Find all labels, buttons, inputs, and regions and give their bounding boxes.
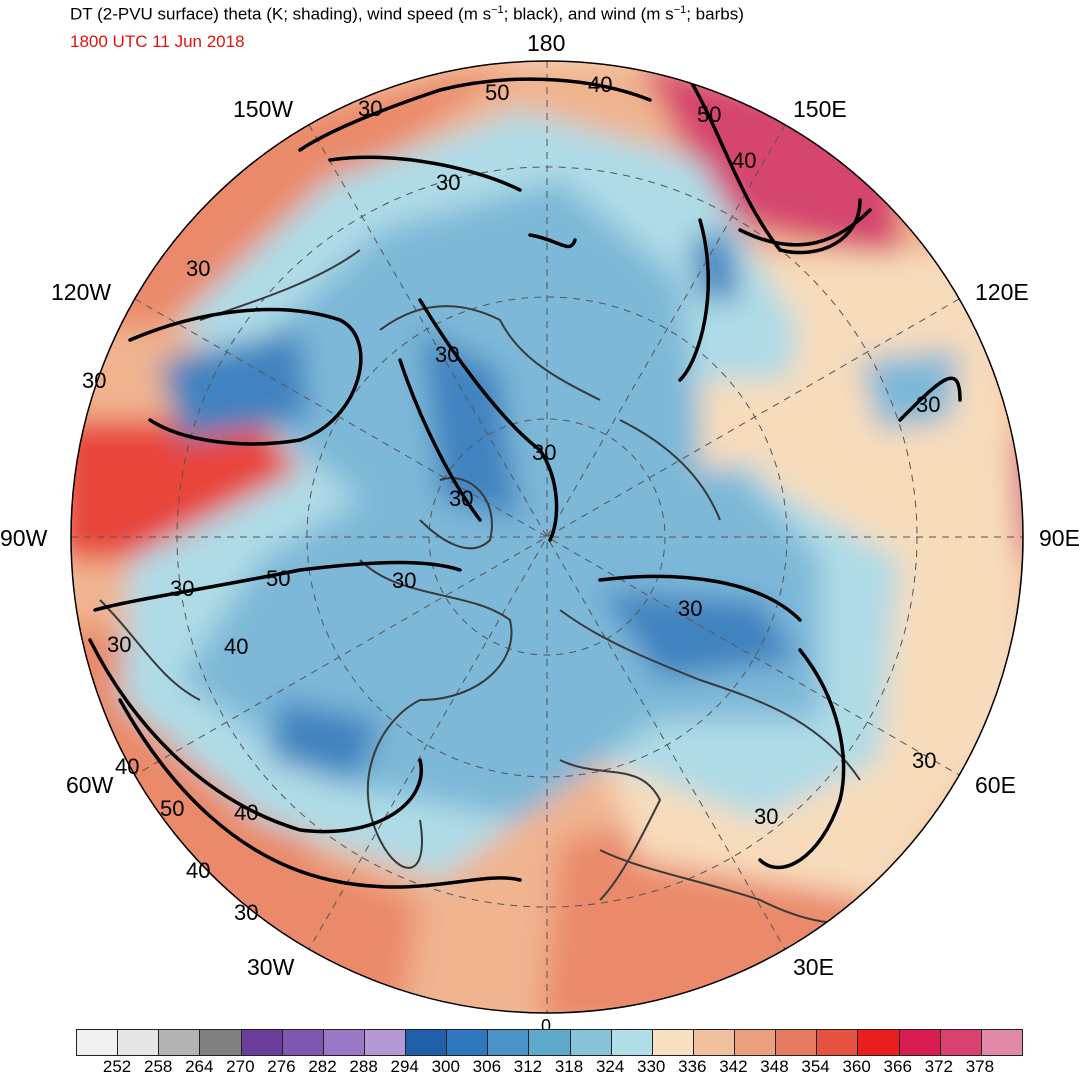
colorbar-swatch (200, 1030, 242, 1055)
colorbar-swatch (693, 1030, 735, 1055)
valid-time: 1800 UTC 11 Jun 2018 (70, 32, 245, 51)
contour-label: 50 (160, 796, 184, 821)
colorbar-tick-label: 252 (102, 1057, 132, 1076)
colorbar-swatch (364, 1030, 406, 1055)
contour-label: 30 (435, 342, 459, 367)
contour-label: 40 (224, 634, 248, 659)
contour-label: 50 (485, 80, 509, 105)
colorbar-swatch (570, 1030, 612, 1055)
colorbar-tick-label: 366 (883, 1057, 912, 1076)
colorbar-swatch (447, 1030, 489, 1055)
contour-label: 30 (358, 96, 382, 121)
contour-label: 40 (588, 72, 612, 97)
contour-label: 30 (916, 392, 940, 417)
contour-label: 30 (754, 804, 778, 829)
colorbar-tick-label: 318 (554, 1057, 584, 1076)
colorbar-swatch (776, 1030, 818, 1055)
lon-label-30w: 30W (247, 954, 295, 980)
colorbar-tick-label: 294 (390, 1057, 419, 1076)
lon-label-90e: 90E (1039, 525, 1080, 551)
colorbar (76, 1029, 1023, 1056)
colorbar-tick-label: 282 (308, 1057, 337, 1076)
colorbar-tick-label: 378 (965, 1057, 995, 1076)
contour-label: 30 (82, 368, 106, 393)
title-part-1: DT (2-PVU surface) theta (K; shading), w… (70, 4, 492, 24)
colorbar-tick-label: 264 (185, 1057, 214, 1076)
colorbar-tick-label: 288 (349, 1057, 378, 1076)
contour-label: 30 (170, 576, 194, 601)
title-exponent-1: −1 (491, 4, 504, 16)
contour-label: 30 (107, 632, 131, 657)
contour-label: 40 (732, 148, 756, 173)
colorbar-swatch (241, 1030, 283, 1055)
figure-title: DT (2-PVU surface) theta (K; shading), w… (70, 4, 744, 25)
colorbar-tick-label: 300 (431, 1057, 460, 1076)
colorbar-tick-label: 360 (842, 1057, 871, 1076)
contour-label: 30 (912, 748, 936, 773)
contour-label: 30 (449, 486, 473, 511)
colorbar-tick-label: 324 (595, 1057, 625, 1076)
colorbar-swatch (282, 1030, 324, 1055)
colorbar-swatch (940, 1030, 982, 1055)
colorbar-swatch (406, 1030, 448, 1055)
colorbar-swatch (858, 1030, 900, 1055)
lon-label-120e: 120E (975, 279, 1029, 305)
lon-label-180: 180 (527, 30, 566, 56)
lon-label-150e: 150E (793, 96, 847, 122)
colorbar-tick-label: 258 (143, 1057, 173, 1076)
wind-speed-contours (88, 77, 962, 889)
contour-label: 50 (266, 566, 290, 591)
colorbar-tick-label: 348 (760, 1057, 789, 1076)
colorbar-swatch (323, 1030, 365, 1055)
contour-label: 30 (532, 440, 556, 465)
lon-label-120w: 120W (51, 279, 112, 305)
contour-labels: 30 50 40 50 40 30 30 30 30 30 30 30 50 3… (82, 72, 940, 925)
contour-label: 40 (234, 800, 258, 825)
colorbar-swatch (652, 1030, 694, 1055)
theta-shading (71, 61, 1023, 1013)
contour-label: 30 (186, 256, 210, 281)
contour-label: 40 (186, 858, 210, 883)
contour-label: 30 (678, 596, 702, 621)
colorbar-tick-label: 354 (801, 1057, 830, 1076)
lon-label-0: 0 (541, 1016, 552, 1036)
colorbar-tick-label: 342 (719, 1057, 748, 1076)
lon-label-150w: 150W (233, 96, 294, 122)
colorbar-tick-label: 330 (637, 1057, 666, 1076)
graticule (71, 61, 1023, 1013)
lon-label-60w: 60W (66, 772, 114, 798)
map-boundary (70, 60, 1024, 1014)
colorbar-swatch (529, 1030, 571, 1055)
colorbar-tick-label: 270 (226, 1057, 255, 1076)
colorbar-tick-label: 306 (472, 1057, 502, 1076)
contour-label: 30 (392, 568, 416, 593)
contour-label: 30 (436, 170, 460, 195)
colorbar-swatch (611, 1030, 653, 1055)
colorbar-swatch (159, 1030, 201, 1055)
title-part-3: ; barbs) (686, 4, 744, 24)
colorbar-swatch (899, 1030, 941, 1055)
contour-label: 30 (234, 900, 258, 925)
colorbar-swatch (817, 1030, 859, 1055)
colorbar-swatch (488, 1030, 530, 1055)
title-part-2: ; black), and wind (m s (503, 4, 674, 24)
lon-label-30e: 30E (793, 954, 834, 980)
colorbar-swatch (981, 1030, 1022, 1055)
lon-label-60e: 60E (975, 772, 1016, 798)
colorbar-ticks: 252 258 264 270 276 282 288 294 300 306 312 318 324 3… (76, 1057, 1021, 1077)
contour-label: 50 (697, 102, 721, 127)
colorbar-swatch (77, 1030, 119, 1055)
colorbar-tick-label: 276 (267, 1057, 296, 1076)
contour-label: 40 (115, 754, 139, 779)
colorbar-tick-label: 372 (924, 1057, 953, 1076)
lon-label-90w: 90W (0, 525, 48, 551)
colorbar-tick-label: 312 (513, 1057, 543, 1076)
colorbar-tick-label: 336 (678, 1057, 707, 1076)
title-exponent-2: −1 (673, 4, 687, 16)
colorbar-swatch (118, 1030, 160, 1055)
colorbar-swatch (735, 1030, 777, 1055)
